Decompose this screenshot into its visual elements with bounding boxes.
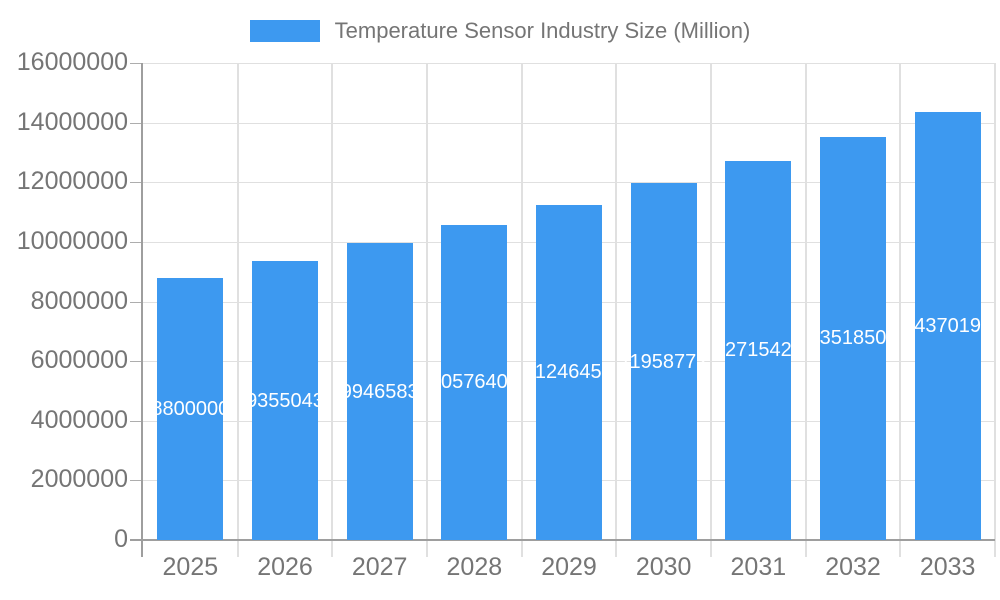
gridline-horizontal [143, 122, 995, 124]
gridline-vertical [237, 63, 239, 557]
x-tick-label: 2031 [730, 553, 787, 581]
x-axis-line [130, 539, 995, 541]
gridline-vertical [331, 63, 333, 557]
bar-value-label: 9355043 [246, 389, 324, 412]
y-tick-label: 0 [114, 525, 128, 553]
bar-value-label: 11958772 [619, 350, 708, 373]
y-tick-label: 4000000 [30, 405, 128, 434]
bar-2030[interactable] [630, 183, 697, 540]
bar-2028[interactable] [441, 224, 508, 540]
bar-value-label: 13518506 [808, 327, 898, 350]
legend-item[interactable]: Temperature Sensor Industry Size (Millio… [0, 18, 1000, 44]
y-axis-tick [130, 301, 143, 303]
x-tick-label: 2025 [162, 553, 219, 581]
y-tick-label: 2000000 [30, 465, 128, 494]
bar-value-label: 12715423 [713, 339, 803, 362]
legend-label: Temperature Sensor Industry Size (Millio… [334, 18, 751, 43]
bar-2025[interactable] [157, 277, 224, 540]
bar-value-label: 10576404 [429, 371, 519, 394]
bar-value-label: 8800000 [151, 397, 230, 420]
y-axis-tick [130, 361, 143, 363]
y-tick-label: 16000000 [16, 48, 128, 76]
gridline-vertical [994, 63, 996, 557]
x-tick-label: 2029 [541, 553, 597, 581]
gridline-vertical [710, 63, 712, 557]
legend-swatch [249, 20, 320, 42]
y-axis-tick [130, 241, 143, 243]
y-axis-tick [130, 420, 143, 422]
gridline-vertical [805, 63, 807, 557]
gridline-vertical [899, 63, 901, 557]
y-tick-label: 12000000 [16, 167, 128, 196]
x-tick-label: 2027 [351, 553, 408, 581]
bar-2032[interactable] [820, 136, 886, 540]
bar-2026[interactable] [252, 261, 318, 540]
y-tick-label: 14000000 [16, 107, 128, 136]
x-tick-label: 2030 [635, 553, 692, 581]
x-tick-label: 2032 [825, 553, 881, 581]
bar-value-label: 11246451 [525, 361, 613, 384]
bar-2031[interactable] [725, 160, 792, 540]
gridline-horizontal [143, 63, 995, 64]
gridline-vertical [615, 63, 617, 557]
y-axis-tick [130, 63, 143, 64]
y-axis-tick [130, 480, 143, 482]
gridline-vertical [521, 63, 523, 557]
y-tick-label: 10000000 [16, 226, 128, 255]
y-axis-tick [130, 122, 143, 124]
gridline-vertical [426, 63, 428, 557]
x-tick-label: 2028 [446, 553, 503, 581]
bar-2033[interactable] [914, 111, 981, 540]
bar-2027[interactable] [346, 243, 413, 540]
x-tick-label: 2033 [919, 553, 976, 581]
x-tick-label: 2026 [257, 553, 313, 581]
bar-value-label: 14370193 [903, 314, 993, 337]
bar-2029[interactable] [536, 204, 602, 540]
y-axis-tick [130, 182, 143, 184]
y-tick-label: 6000000 [30, 346, 128, 375]
gridline-horizontal [143, 182, 995, 184]
bar-value-label: 9946583 [340, 380, 419, 403]
y-axis-line [141, 63, 143, 557]
y-tick-label: 8000000 [30, 286, 128, 315]
